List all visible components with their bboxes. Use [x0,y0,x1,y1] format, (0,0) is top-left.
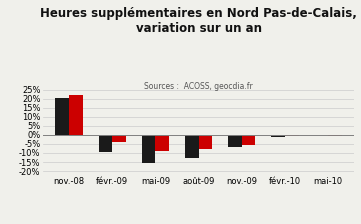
Text: Sources :  ACOSS, geocdia.fr: Sources : ACOSS, geocdia.fr [144,82,253,91]
Bar [271,135,285,137]
Bar [242,135,256,145]
Text: Heures supplémentaires en Nord Pas-de-Calais,
variation sur un an: Heures supplémentaires en Nord Pas-de-Ca… [40,7,357,35]
Bar [199,135,212,149]
Bar [112,135,126,142]
Bar [228,135,242,147]
Bar [142,135,156,163]
Bar [156,135,169,151]
Bar [185,135,199,157]
Bar [285,135,299,136]
Bar [99,135,112,152]
Bar [55,98,69,135]
Bar [69,95,83,135]
Bar [328,135,342,136]
